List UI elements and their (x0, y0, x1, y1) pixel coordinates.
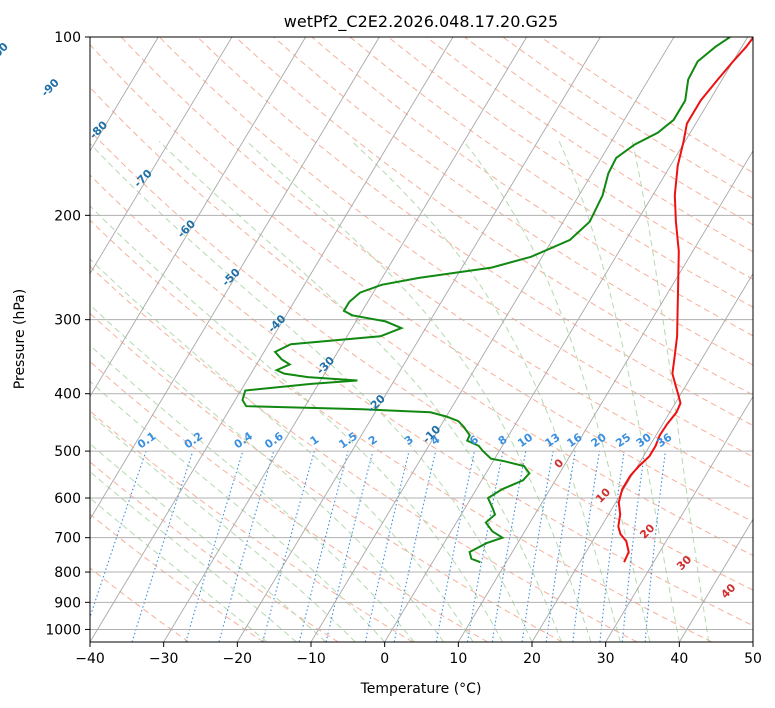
dry-adiabat (90, 312, 563, 642)
isotherm-line (605, 395, 753, 642)
isotherm-line (236, 37, 601, 642)
dry-adiabat (90, 265, 638, 642)
dewpoint-profile (241, 37, 731, 564)
x-tick-label: 0 (380, 651, 389, 667)
x-axis-label: Temperature (°C) (360, 681, 482, 697)
plot-area (90, 37, 753, 642)
y-tick-label: 900 (54, 595, 81, 611)
x-tick-label: 30 (597, 651, 615, 667)
x-tick-label: −30 (149, 651, 179, 667)
x-tick-label: 50 (744, 651, 762, 667)
mixing-ratio-line (298, 450, 349, 642)
mixing-ratio-line (218, 450, 275, 642)
y-tick-label: 500 (54, 444, 81, 460)
mixing-ratio-line (621, 451, 646, 642)
isotherm-line (90, 37, 380, 521)
y-tick-label: 100 (54, 30, 81, 46)
mixing-ratio-line (644, 451, 666, 642)
y-tick-label: 1000 (45, 622, 81, 638)
isotherm-line (310, 37, 675, 642)
isotherm-line (90, 37, 159, 152)
isotherm-line (531, 272, 753, 642)
mixing-ratio-line (185, 450, 244, 642)
isotherm-label: -100 (0, 40, 11, 69)
x-tick-label: −10 (296, 651, 326, 667)
mixing-ratio-line (599, 451, 625, 642)
y-tick-label: 400 (54, 387, 81, 403)
isotherm-line (457, 150, 753, 642)
temperature-profile (617, 37, 753, 563)
isotherm-line (90, 37, 233, 275)
y-tick-label: 300 (54, 313, 81, 329)
mixing-ratio-line (572, 451, 601, 642)
dry-adiabat (90, 174, 753, 627)
isotherm-line (90, 37, 307, 398)
mixing-ratio-line (325, 450, 374, 642)
chart-title: wetPf2_C2E2.2026.048.17.20.G25 (284, 12, 558, 32)
x-tick-label: 40 (670, 651, 688, 667)
dry-adiabat (90, 513, 264, 642)
mixing-ratio-line (131, 450, 194, 642)
y-tick-label: 200 (54, 208, 81, 224)
x-tick-label: 20 (523, 651, 541, 667)
x-tick-label: 10 (449, 651, 467, 667)
isotherm-line (384, 37, 749, 642)
mixing-ratio-line (521, 451, 554, 642)
x-axis: −40 −30 −20 −10 0 10 20 30 40 50 (75, 642, 762, 667)
dry-adiabat (90, 219, 712, 642)
dry-adiabat (90, 567, 190, 642)
mixing-ratio-line (262, 450, 315, 642)
isotherm-line (678, 518, 753, 642)
y-axis: 100 200 300 400 500 600 700 800 900 1000 (45, 30, 90, 638)
plot-frame (89, 36, 754, 643)
y-tick-label: 800 (54, 565, 81, 581)
y-tick-label: 600 (54, 491, 81, 507)
x-tick-label: −20 (223, 651, 253, 667)
y-axis-label: Pressure (hPa) (12, 289, 28, 389)
dry-adiabat (311, 37, 753, 337)
dry-adiabat (349, 37, 753, 308)
mixing-ratio-line (364, 450, 410, 642)
dry-adiabat (90, 360, 488, 642)
isotherm-line (90, 37, 454, 642)
dry-adiabat (158, 37, 753, 458)
x-tick-label: −40 (75, 651, 105, 667)
dry-adiabat (197, 37, 753, 427)
y-tick-label: 700 (54, 531, 81, 547)
mixing-ratio-line (545, 451, 576, 642)
